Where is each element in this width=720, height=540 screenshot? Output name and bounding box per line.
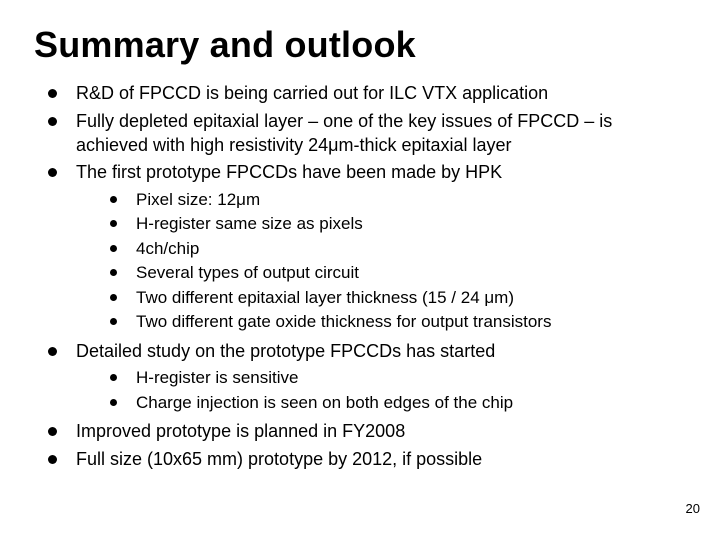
bullet-text: The first prototype FPCCDs have been mad… bbox=[76, 162, 502, 182]
slide: Summary and outlook R&D of FPCCD is bein… bbox=[0, 0, 720, 540]
sub-bullet-text: Several types of output circuit bbox=[136, 263, 359, 282]
bullet-item: Fully depleted epitaxial layer – one of … bbox=[48, 110, 686, 158]
bullet-text: R&D of FPCCD is being carried out for IL… bbox=[76, 83, 548, 103]
slide-title: Summary and outlook bbox=[34, 24, 686, 66]
bullet-item: Improved prototype is planned in FY2008 bbox=[48, 420, 686, 444]
sub-bullet-item: Charge injection is seen on both edges o… bbox=[110, 392, 686, 414]
bullet-text: Detailed study on the prototype FPCCDs h… bbox=[76, 341, 495, 361]
bullet-text: Improved prototype is planned in FY2008 bbox=[76, 421, 405, 441]
page-number: 20 bbox=[686, 501, 700, 516]
sub-bullet-item: 4ch/chip bbox=[110, 238, 686, 260]
sub-bullet-list: Pixel size: 12μm H-register same size as… bbox=[76, 189, 686, 334]
sub-bullet-text: H-register is sensitive bbox=[136, 368, 299, 387]
sub-bullet-item: Pixel size: 12μm bbox=[110, 189, 686, 211]
sub-bullet-text: Charge injection is seen on both edges o… bbox=[136, 393, 513, 412]
sub-bullet-text: Two different gate oxide thickness for o… bbox=[136, 312, 551, 331]
bullet-item: Full size (10x65 mm) prototype by 2012, … bbox=[48, 448, 686, 472]
bullet-item: The first prototype FPCCDs have been mad… bbox=[48, 161, 686, 333]
sub-bullet-item: Two different gate oxide thickness for o… bbox=[110, 311, 686, 333]
bullet-text: Fully depleted epitaxial layer – one of … bbox=[76, 111, 612, 155]
sub-bullet-text: Pixel size: 12μm bbox=[136, 190, 260, 209]
bullet-list: R&D of FPCCD is being carried out for IL… bbox=[34, 82, 686, 472]
sub-bullet-item: H-register is sensitive bbox=[110, 367, 686, 389]
sub-bullet-text: 4ch/chip bbox=[136, 239, 199, 258]
bullet-text: Full size (10x65 mm) prototype by 2012, … bbox=[76, 449, 482, 469]
sub-bullet-item: Several types of output circuit bbox=[110, 262, 686, 284]
sub-bullet-text: H-register same size as pixels bbox=[136, 214, 363, 233]
sub-bullet-list: H-register is sensitive Charge injection… bbox=[76, 367, 686, 414]
bullet-item: Detailed study on the prototype FPCCDs h… bbox=[48, 340, 686, 415]
sub-bullet-item: H-register same size as pixels bbox=[110, 213, 686, 235]
sub-bullet-item: Two different epitaxial layer thickness … bbox=[110, 287, 686, 309]
sub-bullet-text: Two different epitaxial layer thickness … bbox=[136, 288, 514, 307]
bullet-item: R&D of FPCCD is being carried out for IL… bbox=[48, 82, 686, 106]
